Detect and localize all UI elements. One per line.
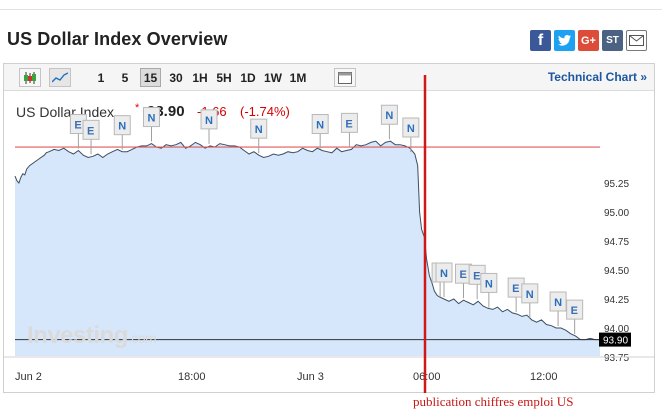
email-icon[interactable] [626, 30, 647, 51]
event-marker [435, 262, 453, 283]
page-title: US Dollar Index Overview [7, 29, 228, 49]
delayed-star: * [135, 102, 140, 114]
price-area [15, 141, 600, 356]
instrument-name: US Dollar Index [16, 104, 115, 120]
interval-15[interactable]: 15 [140, 68, 161, 87]
chart-layout-icon[interactable] [334, 68, 356, 87]
interval-1m[interactable]: 1M [289, 70, 307, 85]
y-tick-label: 94.75 [604, 237, 629, 248]
event-marker [340, 112, 358, 133]
annotation-text: publication chiffres emploi US [413, 394, 574, 409]
x-tick-label: 18:00 [178, 371, 206, 383]
interval-1[interactable]: 1 [97, 70, 105, 85]
y-tick-label: 95.00 [604, 208, 629, 219]
top-divider [0, 9, 662, 10]
y-tick-label: 94.00 [604, 324, 629, 335]
technical-chart-link[interactable]: Technical Chart » [547, 70, 647, 84]
event-marker [82, 119, 100, 140]
facebook-icon[interactable]: f [530, 30, 551, 51]
event-marker [250, 118, 268, 139]
event-marker-letter: N [554, 297, 562, 309]
event-marker-letter: E [74, 120, 81, 132]
event-marker [200, 109, 218, 130]
x-tick-label: 06:00 [413, 371, 441, 383]
event-marker-letter: E [345, 118, 352, 130]
last-price-label: 93.90 [603, 336, 628, 347]
event-marker [566, 299, 584, 320]
candlestick-icon[interactable] [19, 68, 41, 87]
event-marker-letter: E [87, 125, 94, 137]
investing-watermark: Investing.com [27, 322, 157, 349]
last-price-box [599, 332, 631, 347]
event-marker-letter: N [255, 124, 263, 136]
x-tick-label: Jun 2 [15, 371, 42, 383]
y-tick-label: 93.75 [604, 353, 629, 364]
x-tick-label: Jun 3 [297, 371, 324, 383]
interval-1w[interactable]: 1W [264, 70, 282, 85]
event-marker-letter: E [460, 269, 467, 281]
interval-5h[interactable]: 5H [216, 70, 232, 85]
event-marker-letter: E [512, 283, 519, 295]
event-marker [402, 117, 420, 138]
x-tick-label: 12:00 [530, 371, 558, 383]
event-marker-letter: N [440, 268, 448, 280]
event-marker [113, 115, 131, 136]
event-marker-letter: E [571, 305, 578, 317]
interval-1h[interactable]: 1H [192, 70, 208, 85]
event-marker-letter: N [526, 289, 534, 301]
interval-5[interactable]: 5 [121, 70, 129, 85]
price-change-percent: (-1.74%) [240, 104, 290, 119]
event-marker-letter: N [205, 115, 213, 127]
google-plus-icon[interactable]: G+ [578, 30, 599, 51]
price-line [14, 140, 600, 341]
interval-30[interactable]: 30 [169, 70, 183, 85]
event-marker [480, 272, 498, 293]
y-tick-label: 94.50 [604, 266, 629, 277]
area-chart-icon[interactable] [49, 68, 71, 87]
chart-toolbar: 1 5 15 30 1H 5H 1D 1W 1M Technical Chart… [4, 64, 654, 91]
event-marker [549, 291, 567, 312]
event-marker-letter: N [118, 121, 126, 133]
event-marker-letter: N [407, 123, 415, 135]
interval-1d[interactable]: 1D [240, 70, 256, 85]
event-marker-letter: N [485, 278, 493, 290]
twitter-icon[interactable] [554, 30, 575, 51]
event-marker [521, 283, 539, 304]
share-icons: f G+ ST [530, 30, 647, 51]
event-marker [143, 107, 160, 128]
y-tick-label: 94.25 [604, 295, 629, 306]
event-marker-letter: N [385, 110, 393, 122]
event-marker-letter: E [473, 270, 480, 282]
event-marker-letter: N [316, 120, 324, 132]
y-tick-label: 95.25 [604, 179, 629, 190]
event-marker [311, 114, 329, 135]
event-marker [380, 104, 398, 125]
stocktwits-icon[interactable]: ST [602, 30, 623, 51]
event-marker-letter: N [148, 113, 156, 125]
